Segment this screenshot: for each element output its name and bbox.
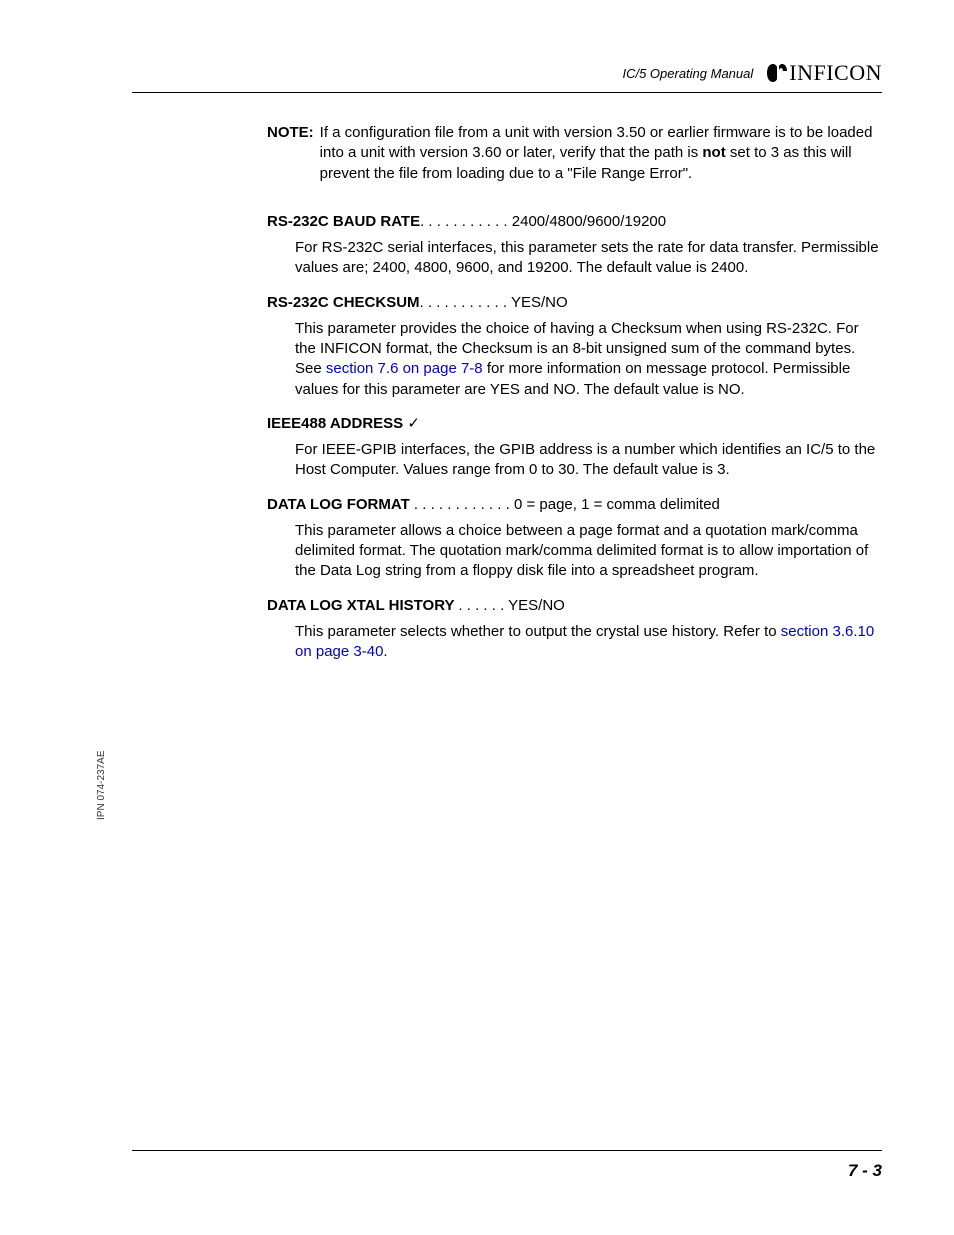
param-value: 2400/4800/9600/19200 xyxy=(508,213,667,230)
param-value: 0 = page, 1 = comma delimited xyxy=(510,496,720,513)
param-ieee488: IEEE488 ADDRESS ✓ For IEEE-GPIB interfac… xyxy=(267,414,882,481)
param-description: This parameter selects whether to output… xyxy=(295,622,882,663)
page-content-area: IC/5 Operating Manual INFICON NOTE: If a… xyxy=(132,60,882,676)
logo-icon xyxy=(767,62,787,84)
param-xtal-history: DATA LOG XTAL HISTORY . . . . . . YES/NO… xyxy=(267,596,882,663)
note-label: NOTE: xyxy=(267,123,314,184)
param-dots: . . . . . . . . . . . xyxy=(420,294,508,311)
page-header: IC/5 Operating Manual INFICON xyxy=(132,60,882,93)
param-heading: IEEE488 ADDRESS ✓ xyxy=(267,414,882,434)
desc-part-2: . xyxy=(383,643,387,660)
cross-ref-link[interactable]: section 7.6 on page 7-8 xyxy=(326,360,483,377)
param-baud-rate: RS-232C BAUD RATE. . . . . . . . . . . 2… xyxy=(267,212,882,279)
param-description: This parameter provides the choice of ha… xyxy=(295,319,882,400)
param-name: DATA LOG FORMAT xyxy=(267,496,410,513)
param-dots: . . . . . . . . . . . xyxy=(420,213,508,230)
note-block: NOTE: If a configuration file from a uni… xyxy=(267,123,882,184)
param-heading: DATA LOG FORMAT . . . . . . . . . . . . … xyxy=(267,495,882,515)
param-description: This parameter allows a choice between a… xyxy=(295,521,882,582)
param-name: DATA LOG XTAL HISTORY xyxy=(267,597,458,614)
checkmark-icon: ✓ xyxy=(407,415,420,432)
body-content: NOTE: If a configuration file from a uni… xyxy=(267,123,882,662)
manual-title: IC/5 Operating Manual xyxy=(622,66,753,81)
note-bold: not xyxy=(702,144,725,161)
param-dots: . . . . . . . . . . . . xyxy=(410,496,510,513)
param-name: RS-232C CHECKSUM xyxy=(267,294,420,311)
param-value: YES/NO xyxy=(504,597,565,614)
page-number: 7 - 3 xyxy=(848,1161,882,1180)
param-dots: . . . . . . xyxy=(458,597,504,614)
param-description: For IEEE-GPIB interfaces, the GPIB addre… xyxy=(295,440,882,481)
desc-part-1: This parameter selects whether to output… xyxy=(295,623,781,640)
note-body: If a configuration file from a unit with… xyxy=(320,123,882,184)
param-heading: RS-232C CHECKSUM. . . . . . . . . . . YE… xyxy=(267,293,882,313)
param-name: IEEE488 ADDRESS xyxy=(267,415,407,432)
param-checksum: RS-232C CHECKSUM. . . . . . . . . . . YE… xyxy=(267,293,882,400)
param-name: RS-232C BAUD RATE xyxy=(267,213,420,230)
param-heading: RS-232C BAUD RATE. . . . . . . . . . . 2… xyxy=(267,212,882,232)
brand-name: INFICON xyxy=(789,60,882,86)
page-footer: 7 - 3 xyxy=(132,1150,882,1181)
param-description: For RS-232C serial interfaces, this para… xyxy=(295,238,882,279)
param-value: YES/NO xyxy=(507,294,568,311)
param-heading: DATA LOG XTAL HISTORY . . . . . . YES/NO xyxy=(267,596,882,616)
brand-logo: INFICON xyxy=(767,60,882,86)
param-data-log-format: DATA LOG FORMAT . . . . . . . . . . . . … xyxy=(267,495,882,582)
document-ipn-label: IPN 074-237AE xyxy=(96,751,107,821)
